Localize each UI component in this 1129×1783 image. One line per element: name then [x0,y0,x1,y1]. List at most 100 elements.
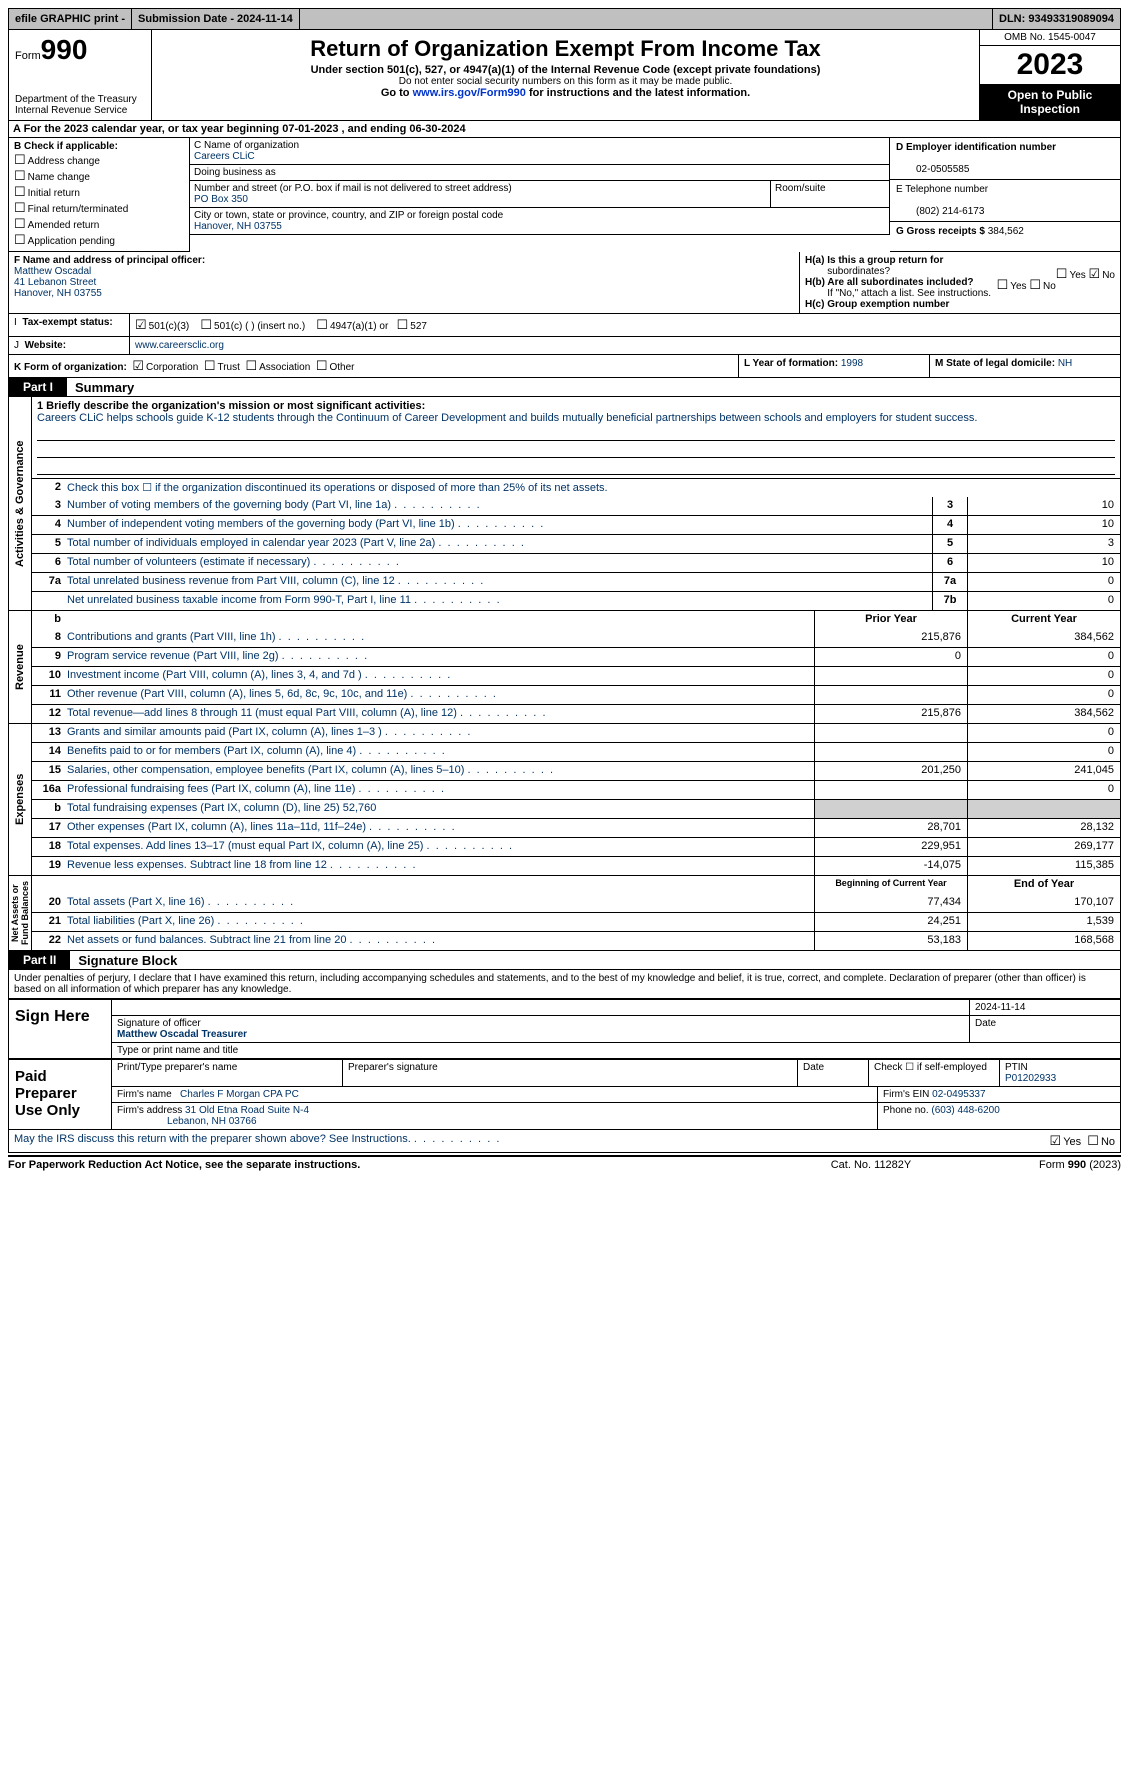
officer-name: Matthew Oscadal [14,266,91,277]
chk-amended-return[interactable]: Amended return [14,216,184,232]
summary-revenue: Revenue b Prior Year Current Year 8Contr… [8,611,1121,724]
summary-line: 10Investment income (Part VIII, column (… [32,666,1120,685]
chk-final-return[interactable]: Final return/terminated [14,200,184,216]
summary-line: 20Total assets (Part X, line 16)77,43417… [32,894,1120,912]
preparer-name-label: Print/Type preparer's name [112,1060,343,1086]
ha-yes[interactable]: Yes [1056,270,1086,281]
chk-name-change[interactable]: Name change [14,168,184,184]
section-h: H(a) Is this a group return for subordin… [800,252,1120,313]
dln: DLN: 93493319089094 [993,9,1120,29]
form-footer: Form 990 (2023) [971,1159,1121,1171]
header-right: OMB No. 1545-0047 2023 Open to Public In… [979,30,1120,120]
dba-cell: Doing business as [190,165,890,181]
city-state-zip: Hanover, NH 03755 [194,221,282,232]
ha-no[interactable]: No [1089,270,1115,281]
part-2-header: Part II Signature Block [8,951,1121,970]
discuss-no[interactable]: No [1087,1133,1115,1149]
form-warning: Do not enter social security numbers on … [156,76,975,87]
chk-501c3[interactable]: 501(c)(3) [135,321,189,332]
cat-no: Cat. No. 11282Y [771,1159,971,1171]
discuss-label: May the IRS discuss this return with the… [14,1133,1050,1149]
vlabel-netassets: Net Assets or Fund Balances [9,876,32,950]
irs-link[interactable]: www.irs.gov/Form990 [413,87,526,99]
hb-yes[interactable]: Yes [997,281,1027,292]
section-m: M State of legal domicile: NH [929,355,1120,377]
chk-4947a1[interactable]: 4947(a)(1) or [316,321,388,332]
firm-address: 31 Old Etna Road Suite N-4 [185,1105,309,1116]
summary-line: 15Salaries, other compensation, employee… [32,761,1120,780]
netassets-header-row: Beginning of Current Year End of Year [32,876,1120,894]
tax-period: A For the 2023 calendar year, or tax yea… [8,121,1121,138]
sig-officer-label: Signature of officer [117,1018,201,1029]
col-end-year: End of Year [967,876,1120,894]
part-2-title: Signature Block [70,953,177,968]
section-d: D Employer identification number 02-0505… [890,138,1121,252]
summary-line: 16aProfessional fundraising fees (Part I… [32,780,1120,799]
h-c: H(c) Group exemption number [805,299,1115,310]
paperwork-notice: For Paperwork Reduction Act Notice, see … [8,1159,771,1171]
chk-address-change[interactable]: Address change [14,152,184,168]
section-j: J Website: www.careersclic.org [8,337,1121,355]
summary-line: Net unrelated business taxable income fr… [32,591,1120,610]
self-employed-check[interactable]: Check ☐ if self-employed [869,1060,1000,1086]
efile-label: efile GRAPHIC print - [9,9,132,29]
topbar-spacer [300,9,993,29]
chk-application-pending[interactable]: Application pending [14,232,184,248]
summary-ag: Activities & Governance 1 Briefly descri… [8,397,1121,611]
tax-exempt-label: I Tax-exempt status: [9,314,129,336]
firm-name-label: Firm's name [117,1089,172,1100]
summary-line: 17Other expenses (Part IX, column (A), l… [32,818,1120,837]
vlabel-revenue: Revenue [9,611,32,723]
chk-501c[interactable]: 501(c) ( ) (insert no.) [200,321,305,332]
department: Department of the Treasury Internal Reve… [15,94,145,116]
line-2: 2 Check this box ☐ if the organization d… [32,478,1120,497]
part-1-badge: Part I [9,378,67,396]
entity-block: B Check if applicable: Address change Na… [8,138,1121,252]
summary-line: 7aTotal unrelated business revenue from … [32,572,1120,591]
part-2-badge: Part II [9,951,70,969]
summary-expenses: Expenses 13Grants and similar amounts pa… [8,724,1121,876]
summary-line: 11Other revenue (Part VIII, column (A), … [32,685,1120,704]
officer-signature[interactable] [112,1000,970,1015]
summary-line: 14Benefits paid to or for members (Part … [32,742,1120,761]
chk-initial-return[interactable]: Initial return [14,184,184,200]
summary-line: 9Program service revenue (Part VIII, lin… [32,647,1120,666]
vlabel-expenses: Expenses [9,724,32,875]
form-number: Form990 [15,34,145,66]
chk-association[interactable]: Association [245,362,310,373]
org-name-cell: C Name of organization Careers CLiC [190,138,890,165]
summary-netassets: Net Assets or Fund Balances Beginning of… [8,876,1121,951]
paid-preparer-label: Paid Preparer Use Only [9,1060,112,1129]
form-title: Return of Organization Exempt From Incom… [156,36,975,62]
section-klm: K Form of organization: Corporation Trus… [8,355,1121,378]
chk-corporation[interactable]: Corporation [132,362,198,373]
officer-name-title: Matthew Oscadal Treasurer [117,1029,247,1040]
officer-group-block: F Name and address of principal officer:… [8,252,1121,314]
tax-exempt-value: 501(c)(3) 501(c) ( ) (insert no.) 4947(a… [129,314,1120,336]
summary-line: 4Number of independent voting members of… [32,515,1120,534]
hb-no[interactable]: No [1029,281,1055,292]
part-1-header: Part I Summary [8,378,1121,397]
open-inspection: Open to Public Inspection [980,84,1120,120]
section-l: L Year of formation: 1998 [738,355,929,377]
summary-line: bTotal fundraising expenses (Part IX, co… [32,799,1120,818]
firm-ein: 02-0495337 [932,1089,985,1100]
summary-line: 12Total revenue—add lines 8 through 11 (… [32,704,1120,723]
summary-line: 13Grants and similar amounts paid (Part … [32,724,1120,742]
website-value: www.careersclic.org [129,337,1120,354]
chk-other[interactable]: Other [316,362,355,373]
firm-addr-label: Firm's address [117,1105,182,1116]
chk-trust[interactable]: Trust [204,362,240,373]
telephone-cell: E Telephone number (802) 214-6173 [890,180,1120,222]
discuss-yes[interactable]: Yes [1050,1133,1082,1149]
officer-city: Hanover, NH 03755 [14,288,102,299]
sig-date: 2024-11-14 [970,1000,1120,1015]
revenue-header-row: b Prior Year Current Year [32,611,1120,629]
chk-527[interactable]: 527 [397,321,427,332]
section-k: K Form of organization: Corporation Trus… [9,355,738,377]
mission-block: 1 Briefly describe the organization's mi… [32,397,1120,478]
section-b: B Check if applicable: Address change Na… [8,138,190,252]
website-label: J Website: [9,337,129,354]
col-prior-year: Prior Year [814,611,967,629]
header-mid: Return of Organization Exempt From Incom… [152,30,979,120]
